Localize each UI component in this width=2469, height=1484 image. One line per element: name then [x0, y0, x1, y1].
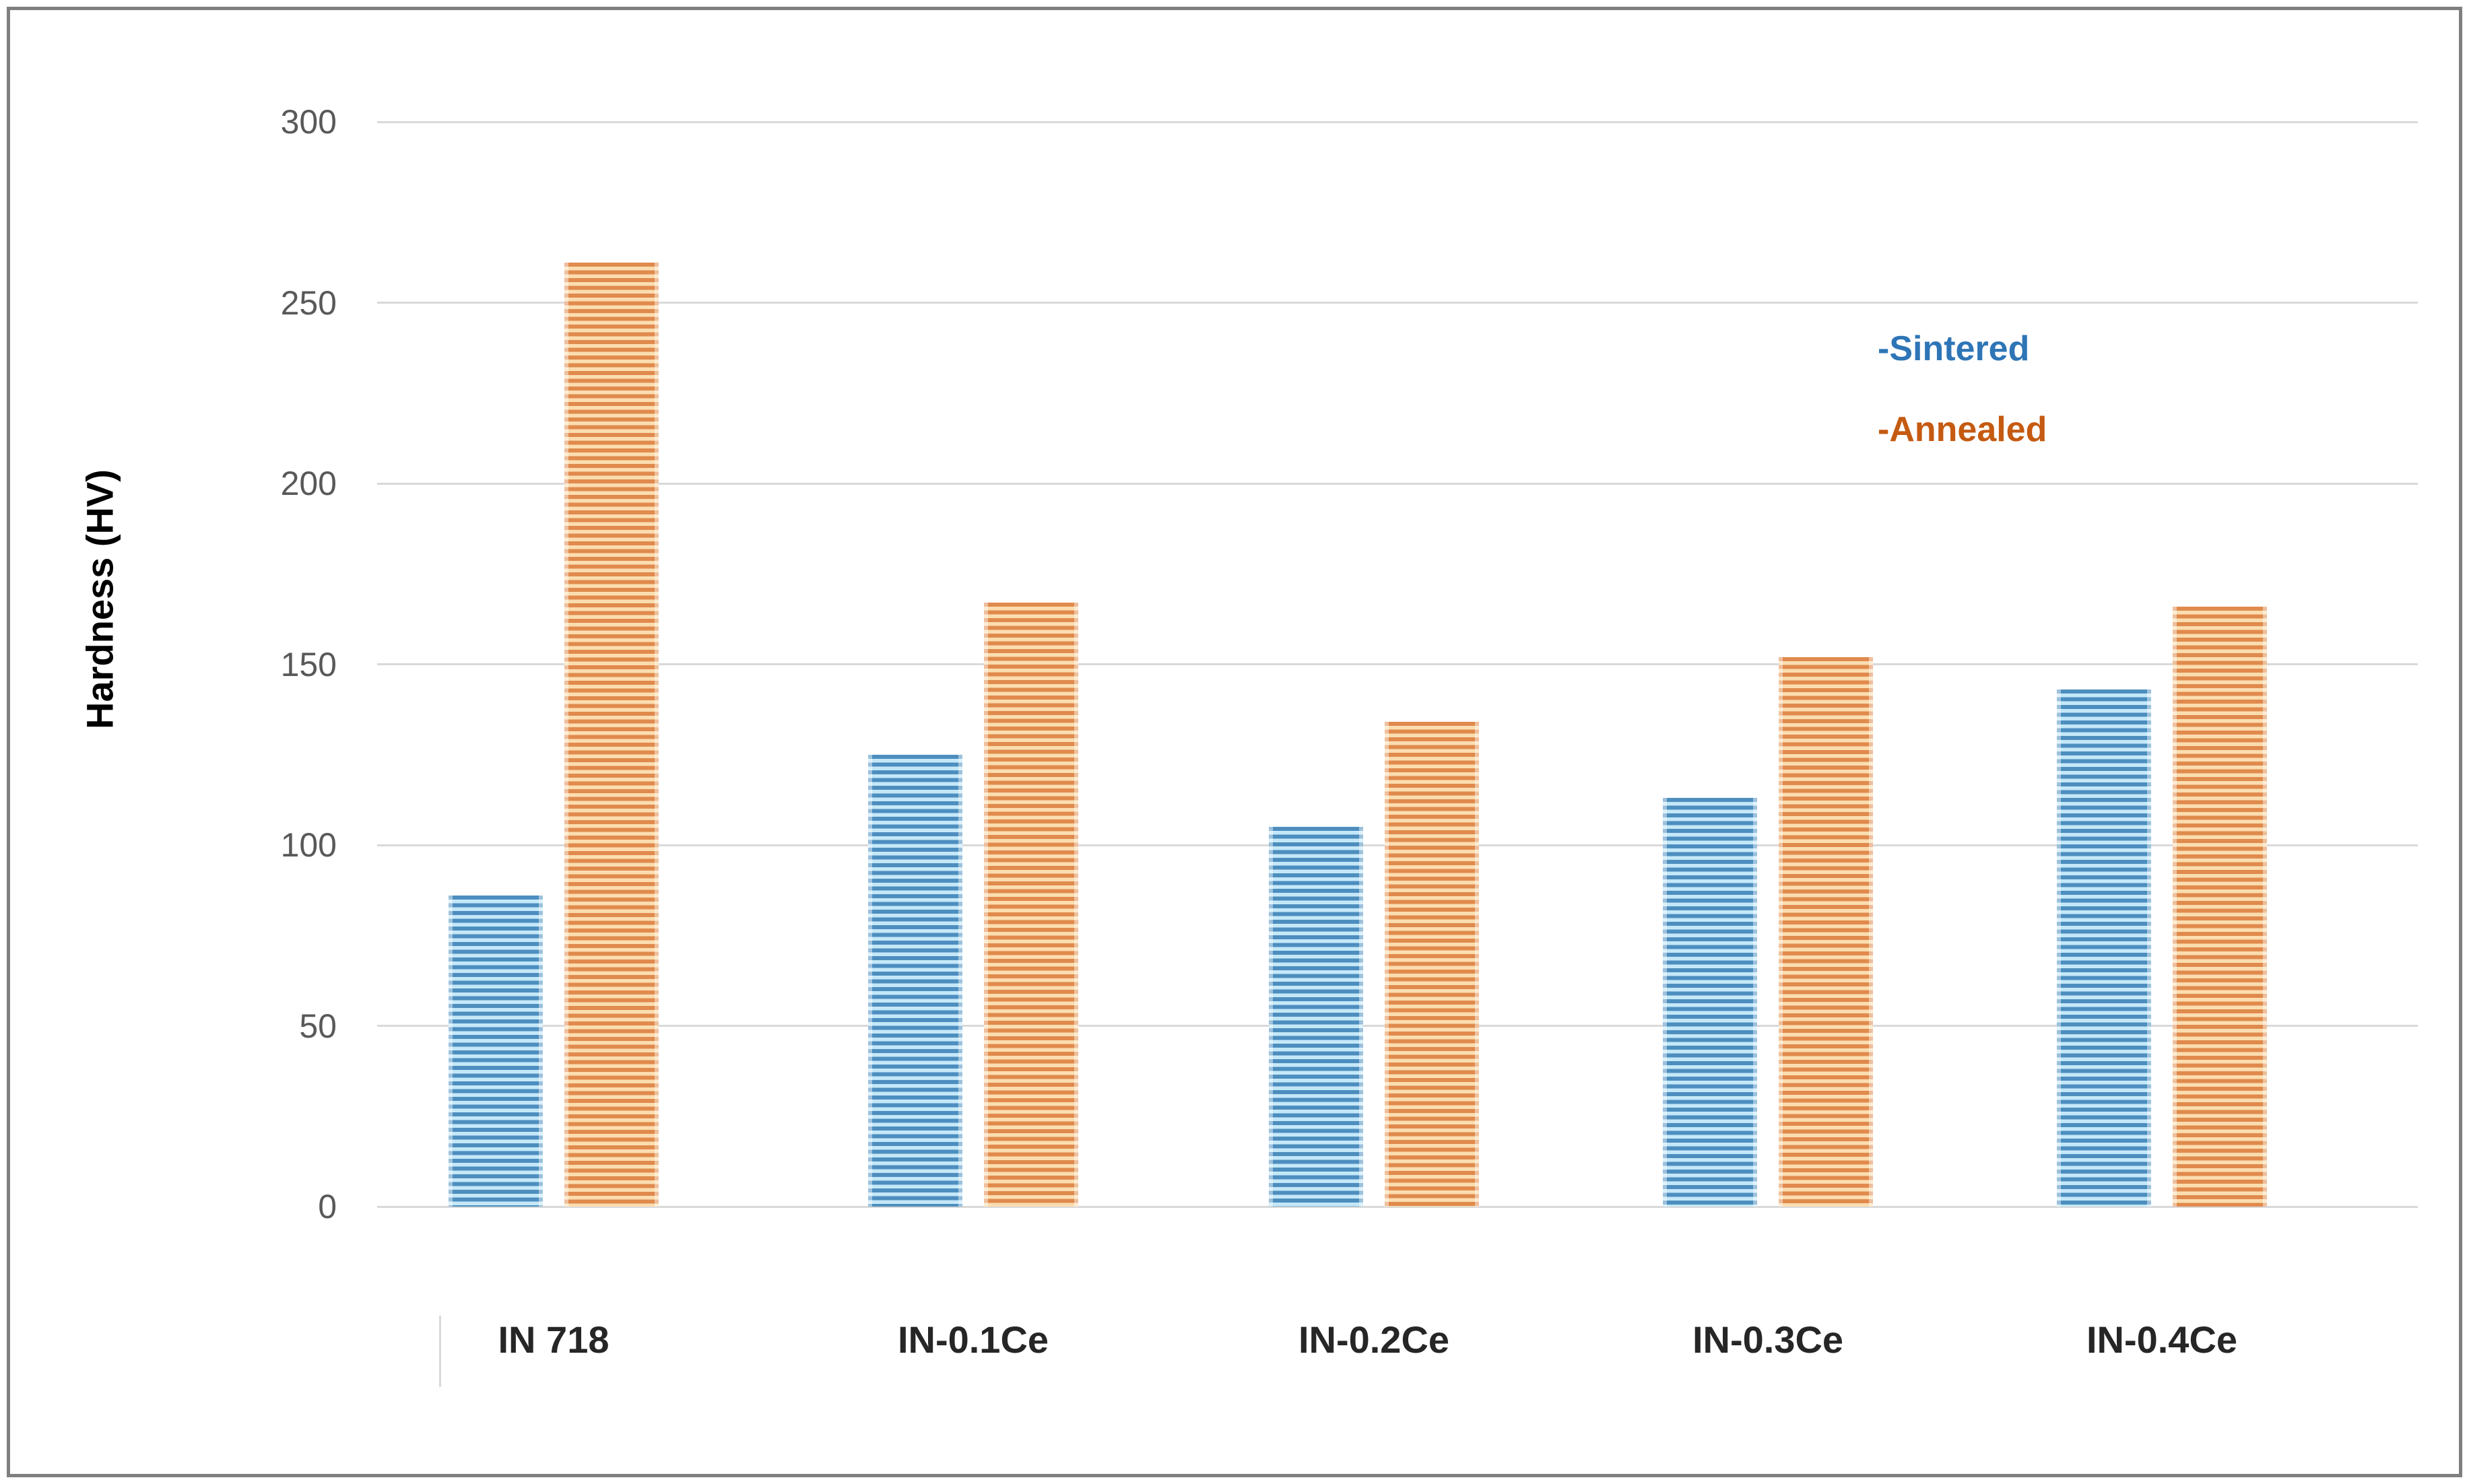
- legend: -Sintered -Annealed: [1878, 328, 2047, 451]
- y-tick-label-200: 200: [280, 465, 337, 502]
- y-tick-label-250: 250: [280, 283, 337, 322]
- gridline-250: [377, 302, 2418, 304]
- bar-annealed-IN-0.4Ce: [2173, 606, 2267, 1207]
- gridline-200: [377, 482, 2418, 485]
- legend-item-annealed: -Annealed: [1878, 410, 2047, 450]
- y-tick-label-50: 50: [299, 1007, 337, 1045]
- x-category-label-IN-0.4Ce: IN-0.4Ce: [2086, 1318, 2238, 1361]
- bar-annealed-IN718: [564, 263, 659, 1207]
- bar-sintered-IN-0.4Ce: [2057, 689, 2151, 1207]
- bar-annealed-IN-0.3Ce: [1779, 656, 1873, 1207]
- plot-area: [377, 121, 2418, 1208]
- gridline-300: [377, 121, 2418, 123]
- bar-sintered-IN-0.3Ce: [1663, 798, 1757, 1207]
- x-category-label-IN718: IN 718: [498, 1318, 610, 1361]
- gridline-150: [377, 663, 2418, 665]
- y-axis-title: Hardness (HV): [78, 469, 121, 729]
- legend-item-sintered: -Sintered: [1878, 329, 2030, 368]
- x-category-label-IN-0.3Ce: IN-0.3Ce: [1692, 1318, 1844, 1361]
- x-category-label-IN-0.2Ce: IN-0.2Ce: [1298, 1318, 1450, 1361]
- y-tick-label-100: 100: [280, 826, 337, 864]
- y-tick-label-0: 0: [318, 1188, 337, 1225]
- bar-annealed-IN-0.2Ce: [1385, 722, 1479, 1207]
- bar-sintered-IN-0.1Ce: [868, 754, 962, 1207]
- x-category-label-IN-0.1Ce: IN-0.1Ce: [897, 1318, 1049, 1361]
- bar-sintered-IN718: [449, 896, 543, 1207]
- bar-sintered-IN-0.2Ce: [1269, 827, 1363, 1207]
- bar-annealed-IN-0.1Ce: [984, 603, 1078, 1207]
- y-tick-label-150: 150: [280, 645, 337, 683]
- gridline-0: [377, 1205, 2418, 1208]
- chart-outer-border: [7, 7, 2462, 1477]
- category-axis-tick: [439, 1316, 441, 1387]
- y-tick-label-300: 300: [280, 103, 337, 141]
